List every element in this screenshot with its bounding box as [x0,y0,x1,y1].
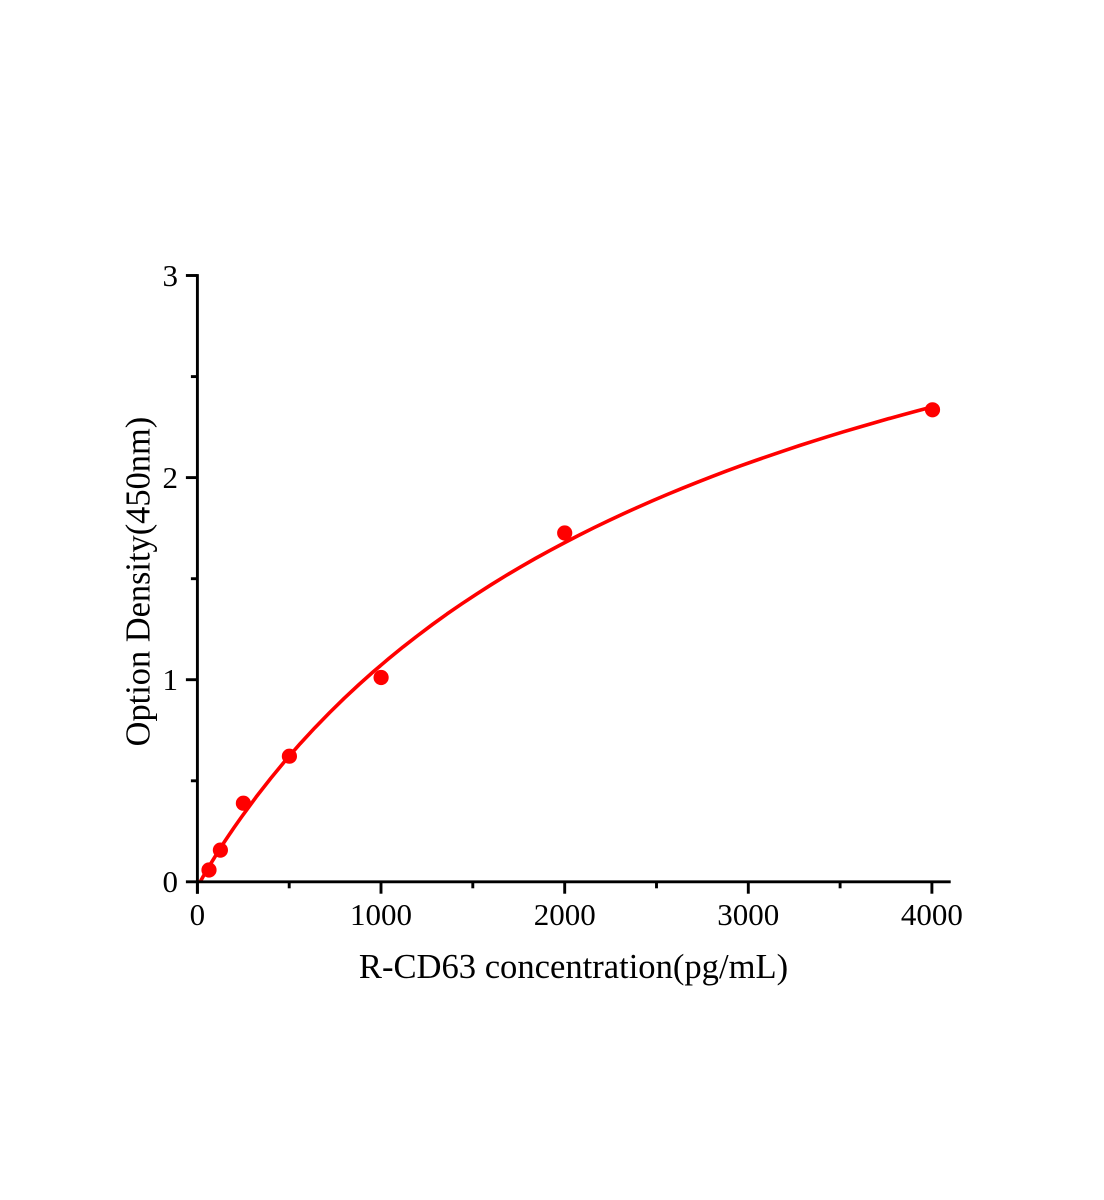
svg-text:3000: 3000 [717,897,779,932]
svg-text:1: 1 [163,662,179,697]
svg-text:4000: 4000 [901,897,963,932]
svg-text:3: 3 [163,258,179,293]
svg-text:0: 0 [190,897,206,932]
svg-text:0: 0 [163,864,179,899]
svg-text:R-CD63 concentration(pg/mL): R-CD63 concentration(pg/mL) [359,948,788,986]
svg-text:2000: 2000 [534,897,596,932]
svg-text:2: 2 [163,460,179,495]
svg-text:1000: 1000 [350,897,412,932]
svg-text:Option Density(450nm): Option Density(450nm) [120,417,158,747]
